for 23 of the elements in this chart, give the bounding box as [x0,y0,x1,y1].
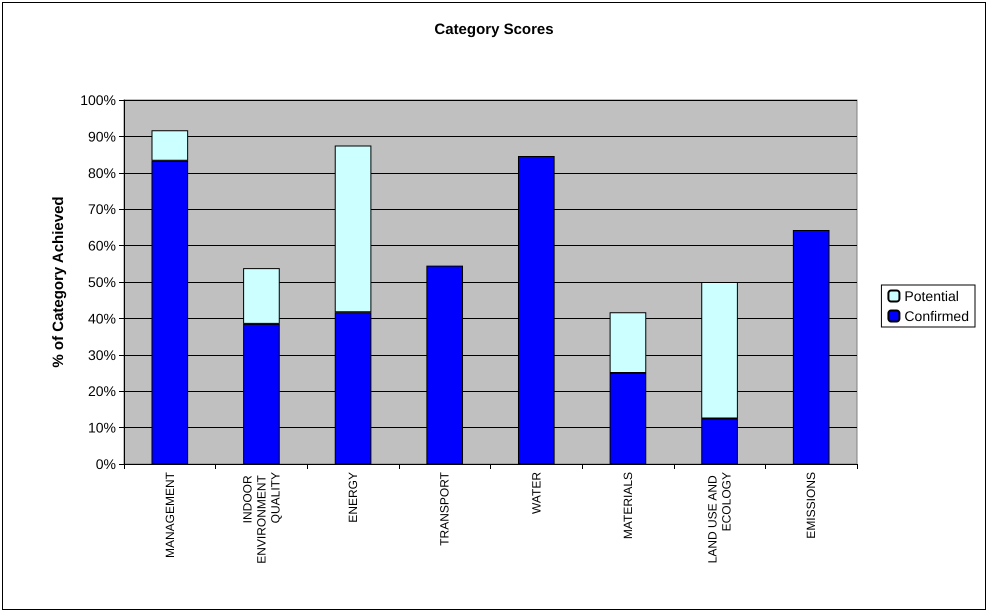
x-tick-label: WATER [529,472,544,514]
x-tick-label: ENERGY [346,472,360,523]
x-tick-label: EMISSIONS [804,472,818,539]
y-tick-label: 50% [88,274,116,290]
legend-label: Potential [904,288,959,304]
x-tick-label: LAND USE AND ECOLOGY [706,472,734,564]
y-tick-label: 10% [88,420,116,436]
y-tick-label: 100% [80,92,116,108]
x-tick-label: INDOOR ENVIRONMENT QUALITY [240,472,282,564]
x-tick-label: TRANSPORT [438,471,452,546]
y-tick-label: 0% [96,456,116,472]
x-tick-label: MATERIALS [620,472,635,540]
x-tick-label: MANAGEMENT [162,471,177,558]
y-tick-label: 80% [88,164,116,181]
y-axis-title: % of Category Achieved [50,196,67,368]
y-tick-label: 40% [88,310,116,326]
y-tick-label: 90% [88,128,116,144]
chart-title: Category Scores [434,21,554,38]
y-tick-label: 30% [88,346,116,363]
y-tick-label: 70% [88,201,116,218]
y-tick-label: 20% [88,383,116,400]
y-tick-label: 60% [88,238,116,254]
legend-label: Confirmed [904,308,970,324]
